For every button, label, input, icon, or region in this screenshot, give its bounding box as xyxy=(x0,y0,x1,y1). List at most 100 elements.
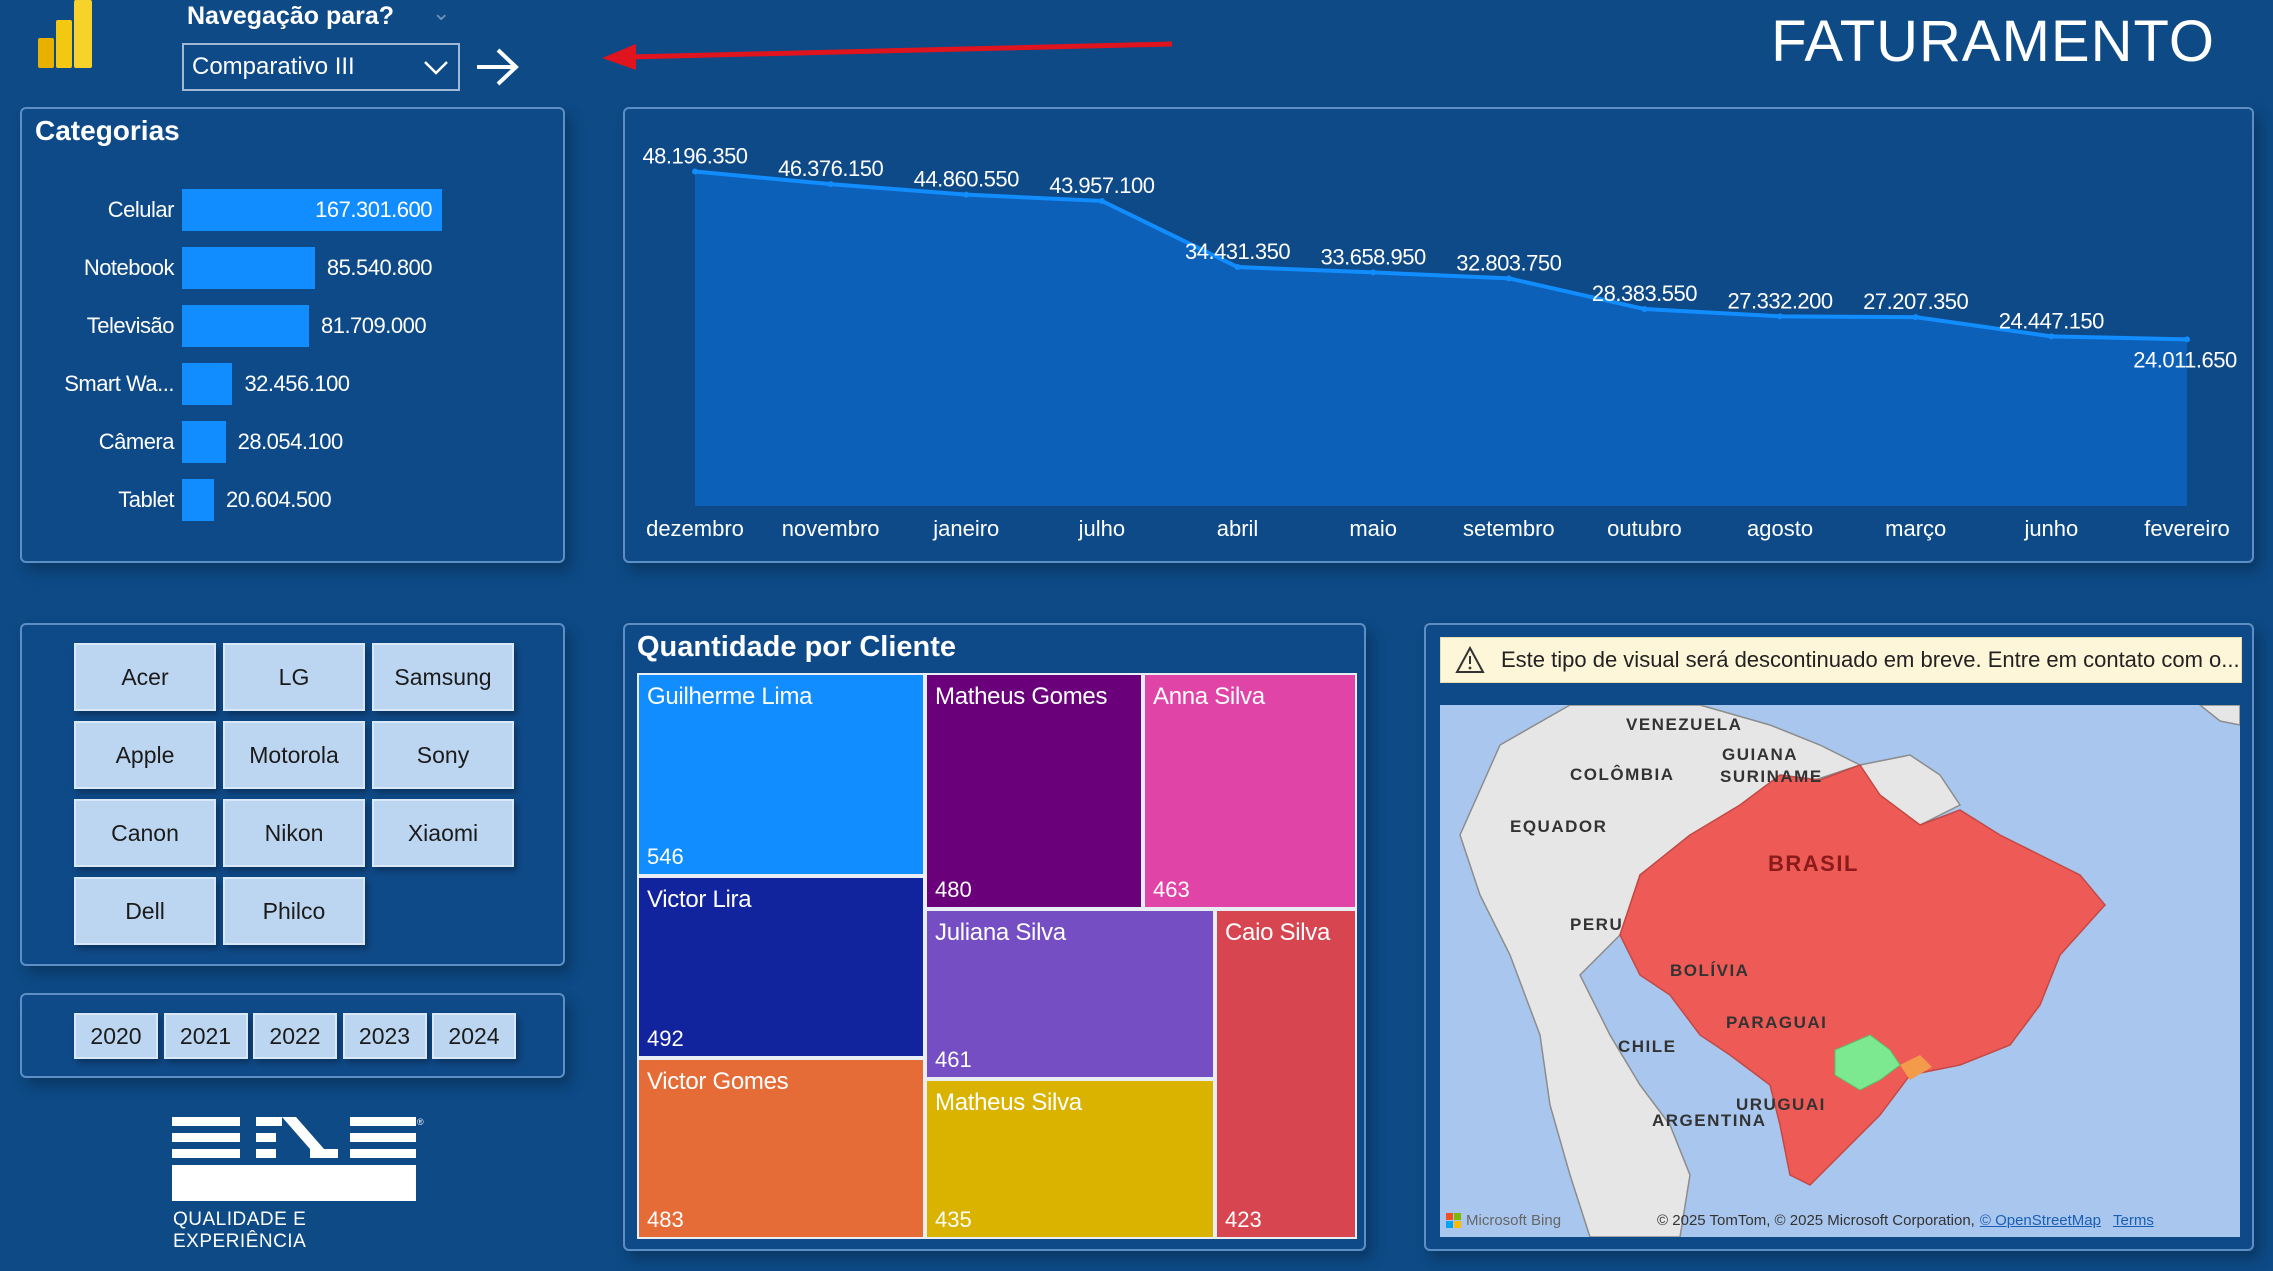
map-country-label: CHILE xyxy=(1618,1037,1677,1056)
year-button-2020[interactable]: 2020 xyxy=(74,1013,158,1059)
data-label: 27.332.200 xyxy=(1728,288,1833,313)
ens-logo-icon: ® xyxy=(172,1117,424,1201)
terms-link[interactable]: Terms xyxy=(2112,1212,2154,1229)
year-button-2021[interactable]: 2021 xyxy=(163,1013,248,1059)
treemap-cell[interactable]: Guilherme Lima 546 xyxy=(637,673,925,876)
microsoft-logo-icon xyxy=(1446,1212,1461,1228)
data-label: 43.957.100 xyxy=(1049,173,1154,198)
x-tick-label: outubro xyxy=(1607,516,1682,541)
data-point[interactable] xyxy=(1912,314,1919,321)
treemap-cell-name: Juliana Silva xyxy=(935,919,1066,946)
category-label: Celular xyxy=(107,197,175,222)
x-tick-label: agosto xyxy=(1747,516,1813,541)
treemap-cell[interactable]: Matheus Gomes 480 xyxy=(925,673,1143,909)
brand-button-nikon[interactable]: Nikon xyxy=(223,799,365,867)
navigation-dropdown[interactable]: Comparativo III xyxy=(182,43,460,91)
category-label: Notebook xyxy=(83,255,175,280)
category-bar[interactable] xyxy=(182,305,309,347)
treemap-cell[interactable]: Victor Lira 492 xyxy=(637,876,925,1058)
treemap-title: Quantidade por Cliente xyxy=(637,631,957,663)
data-point[interactable] xyxy=(692,168,698,175)
navigation-dropdown-value: Comparativo III xyxy=(192,53,355,80)
x-tick-label: abril xyxy=(1217,516,1259,541)
treemap-cell-value: 435 xyxy=(935,1207,972,1232)
arrow-right-icon[interactable] xyxy=(474,46,522,88)
data-label: 48.196.350 xyxy=(642,144,747,169)
treemap-cell-name: Matheus Silva xyxy=(935,1089,1082,1116)
brand-button-dell[interactable]: Dell xyxy=(74,877,216,945)
x-tick-label: maio xyxy=(1349,516,1397,541)
data-point[interactable] xyxy=(1234,264,1241,271)
data-point[interactable] xyxy=(1777,313,1784,320)
map-attribution: Microsoft Bing © 2025 TomTom, © 2025 Mic… xyxy=(1446,1212,2234,1229)
x-tick-label: março xyxy=(1885,516,1946,541)
warning-icon xyxy=(1455,646,1485,673)
navigation-label: Navegação para? xyxy=(187,2,395,30)
map-country-label: BRASIL xyxy=(1768,851,1859,876)
data-label: 24.011.650 xyxy=(2133,347,2237,372)
brand-button-canon[interactable]: Canon xyxy=(74,799,216,867)
year-button-2024[interactable]: 2024 xyxy=(432,1013,516,1059)
map-country-label: VENEZUELA xyxy=(1626,715,1743,734)
treemap-cell-name: Anna Silva xyxy=(1153,683,1265,710)
category-bar[interactable] xyxy=(182,421,226,463)
treemap-cell[interactable]: Juliana Silva 461 xyxy=(925,909,1215,1079)
x-tick-label: setembro xyxy=(1463,516,1555,541)
map-canvas[interactable]: VENEZUELA GUIANA SURINAME COLÔMBIA EQUADOR PE… xyxy=(1440,705,2240,1237)
data-point[interactable] xyxy=(2048,333,2055,340)
brand-button-motorola[interactable]: Motorola xyxy=(223,721,365,789)
year-button-2023[interactable]: 2023 xyxy=(342,1013,427,1059)
data-point[interactable] xyxy=(1505,275,1512,282)
monthly-revenue-area-chart: 48.196.350 dezembro 46.376.150 novembro 44.8… xyxy=(642,144,2237,541)
treemap-cell[interactable]: Anna Silva 463 xyxy=(1143,673,1357,909)
osm-link[interactable]: © OpenStreetMap xyxy=(1979,1212,2101,1229)
brand-button-lg[interactable]: LG xyxy=(223,643,365,711)
deprecation-warning: Este tipo de visual será descontinuado e… xyxy=(1440,637,2242,683)
year-slicer-panel: 2020 2021 2022 2023 2024 xyxy=(20,993,565,1078)
category-bar[interactable] xyxy=(182,247,315,289)
brand-button-philco[interactable]: Philco xyxy=(223,877,365,945)
data-label: 32.803.750 xyxy=(1456,250,1561,275)
data-point[interactable] xyxy=(1641,306,1648,313)
page-title: FATURAMENTO xyxy=(1771,9,2215,74)
treemap-cell-name: Caio Silva xyxy=(1225,919,1331,946)
data-label: 46.376.150 xyxy=(778,156,883,181)
treemap-cell[interactable]: Victor Gomes 483 xyxy=(637,1058,925,1239)
treemap-cell-value: 463 xyxy=(1153,877,1190,902)
treemap-cell-value: 483 xyxy=(647,1207,684,1232)
data-point[interactable] xyxy=(963,191,970,198)
map-provider: Microsoft Bing xyxy=(1466,1212,1562,1229)
chevron-down-icon xyxy=(424,61,448,75)
x-tick-label: julho xyxy=(1078,516,1125,541)
treemap-cell[interactable]: Caio Silva 423 xyxy=(1215,909,1357,1239)
brand-button-acer[interactable]: Acer xyxy=(74,643,216,711)
treemap-cell[interactable]: Matheus Silva 435 xyxy=(925,1079,1215,1239)
map-country-label: SURINAME xyxy=(1720,767,1823,786)
south-america-map xyxy=(1459,705,2240,1237)
x-tick-label: novembro xyxy=(782,516,880,541)
brand-button-xiaomi[interactable]: Xiaomi xyxy=(372,799,514,867)
treemap-cell-name: Victor Gomes xyxy=(647,1068,789,1095)
brand-button-apple[interactable]: Apple xyxy=(74,721,216,789)
map-country-label: PERU xyxy=(1570,915,1624,934)
data-point[interactable] xyxy=(1370,269,1377,276)
category-bar[interactable] xyxy=(182,363,233,405)
x-tick-label: dezembro xyxy=(646,516,744,541)
brand-button-samsung[interactable]: Samsung xyxy=(372,643,514,711)
treemap-cell-name: Guilherme Lima xyxy=(647,683,813,710)
category-bar[interactable] xyxy=(182,479,215,521)
data-label: 44.860.550 xyxy=(914,167,1019,192)
year-button-2022[interactable]: 2022 xyxy=(253,1013,337,1059)
x-tick-label: junho xyxy=(2023,516,2078,541)
warning-text: Este tipo de visual será descontinuado e… xyxy=(1501,647,2240,672)
brand-button-sony[interactable]: Sony xyxy=(372,721,514,789)
data-point[interactable] xyxy=(827,181,834,188)
category-bar[interactable] xyxy=(182,189,442,231)
annotation-red-arrow xyxy=(602,41,1173,70)
data-point[interactable] xyxy=(2184,336,2190,343)
company-logo: ® QUALIDADE E EXPERIÊNCIA xyxy=(170,1115,425,1252)
highlight-region xyxy=(1834,1034,1901,1091)
data-point[interactable] xyxy=(1098,197,1105,204)
map-panel: Este tipo de visual será descontinuado e… xyxy=(1424,623,2254,1251)
series-line[interactable] xyxy=(694,169,2188,342)
